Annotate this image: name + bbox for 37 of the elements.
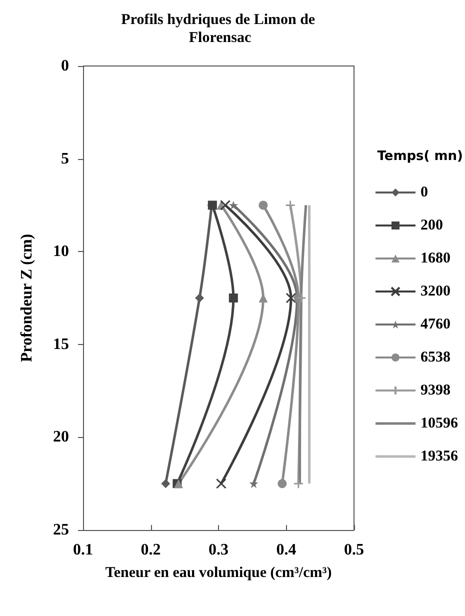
- y-tick-label: 5: [61, 150, 69, 168]
- legend-label: 3200: [420, 284, 450, 300]
- point: [296, 292, 306, 304]
- point: [228, 200, 238, 210]
- point: [216, 478, 226, 489]
- point: [258, 200, 268, 210]
- x-axis-title: Teneur en eau volumique (cm³/cm³): [105, 564, 332, 581]
- legend-label: 200: [420, 218, 443, 234]
- chart-title: Profils hydriques de Limon de Florensac: [121, 12, 319, 46]
- legend-label: 1680: [420, 250, 450, 266]
- point: [278, 479, 287, 488]
- x-tick-label: 0.4: [276, 542, 296, 558]
- y-tick-label: 10: [53, 243, 69, 260]
- y-tick-label: 25: [53, 522, 69, 538]
- y-tick-label: 0: [61, 58, 69, 74]
- legend-label: 6538: [420, 350, 450, 366]
- y-axis-title: Profondeur Z (cm): [18, 234, 36, 362]
- x-tick-label: 0.1: [73, 542, 93, 558]
- point: [195, 294, 204, 302]
- legend-label: 4760: [420, 316, 450, 332]
- point: [161, 479, 170, 488]
- legend-label: 0: [420, 184, 428, 200]
- y-tick-label: 15: [53, 336, 69, 353]
- x-tick-label: 0.3: [208, 542, 228, 558]
- y-tick-label: 20: [53, 428, 69, 446]
- point: [286, 292, 296, 304]
- legend-label: 10596: [420, 416, 458, 432]
- point: [249, 479, 258, 488]
- point: [293, 478, 304, 489]
- legend-title: Temps( mn): [377, 149, 464, 164]
- point: [220, 200, 231, 210]
- x-tick-label: 0.5: [344, 542, 364, 558]
- x-tick-label: 0.2: [140, 542, 161, 558]
- legend-label: 9398: [420, 382, 450, 398]
- point: [285, 200, 296, 210]
- legend-label: 19356: [420, 448, 458, 464]
- point: [228, 294, 238, 302]
